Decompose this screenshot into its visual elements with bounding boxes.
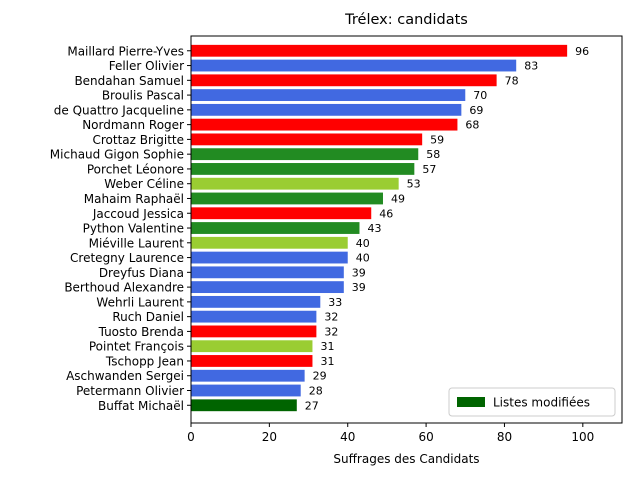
y-tick-label: Nordmann Roger xyxy=(82,118,184,132)
chart-title: Trélex: candidats xyxy=(344,12,468,28)
y-tick-label: Feller Olivier xyxy=(109,59,184,73)
x-tick-label: 0 xyxy=(187,430,195,444)
y-tick-label: Miéville Laurent xyxy=(89,236,185,250)
bar xyxy=(191,281,344,294)
y-tick-label: de Quattro Jacqueline xyxy=(54,103,184,117)
value-label: 59 xyxy=(430,133,444,146)
bar xyxy=(191,207,372,220)
legend-swatch xyxy=(457,397,485,407)
bar xyxy=(191,133,423,146)
y-tick-label: Wehrli Laurent xyxy=(96,295,184,309)
x-tick-label: 100 xyxy=(571,430,594,444)
axes-group: 0 20 40 60 80 100 xyxy=(187,35,623,444)
y-tick-label: Broulis Pascal xyxy=(102,89,184,103)
bar xyxy=(191,325,317,338)
x-tick-label: 40 xyxy=(340,430,355,444)
y-tick-label: Pointet François xyxy=(89,340,184,354)
bar xyxy=(191,369,305,382)
value-label: 33 xyxy=(328,296,342,309)
value-label: 27 xyxy=(305,399,319,412)
value-label: 58 xyxy=(426,148,440,161)
bar xyxy=(191,177,399,190)
value-label: 53 xyxy=(407,178,421,191)
bar xyxy=(191,251,348,264)
value-label: 78 xyxy=(505,74,519,87)
bar xyxy=(191,355,313,367)
value-label: 46 xyxy=(379,207,393,220)
legend-label: Listes modifiées xyxy=(493,396,590,410)
bar xyxy=(191,310,317,323)
value-label: 29 xyxy=(313,370,327,383)
y-tick-label: Crottaz Brigitte xyxy=(92,133,184,147)
value-label: 68 xyxy=(465,119,479,132)
bar xyxy=(191,148,419,161)
bar xyxy=(191,340,313,353)
y-tick-label: Mahaim Raphaël xyxy=(84,192,184,206)
y-tick-label: Tschopp Jean xyxy=(105,354,184,368)
value-label: 43 xyxy=(367,222,381,235)
value-label: 31 xyxy=(320,355,334,368)
y-tick-label: Aschwanden Sergei xyxy=(66,369,184,383)
value-label: 32 xyxy=(324,311,338,324)
y-tick-label: Porchet Léonore xyxy=(87,162,184,176)
x-tick-label: 60 xyxy=(418,430,433,444)
y-tick-label: Buffat Michaël xyxy=(98,399,184,413)
y-tick-label: Ruch Daniel xyxy=(112,310,184,324)
y-tick-label: Dreyfus Diana xyxy=(99,266,184,280)
x-axis-label: Suffrages des Candidats xyxy=(333,452,479,466)
legend-box xyxy=(448,387,616,417)
value-label: 39 xyxy=(352,281,366,294)
bar xyxy=(191,59,517,72)
bar xyxy=(191,163,415,175)
bar xyxy=(191,44,568,57)
value-label: 28 xyxy=(309,385,323,398)
y-tick-label: Weber Céline xyxy=(104,177,184,191)
y-tick-label: Berthoud Alexandre xyxy=(64,281,184,295)
y-tick-label: Maillard Pierre-Yves xyxy=(67,44,184,58)
value-label: 40 xyxy=(356,237,370,250)
bar xyxy=(191,74,497,87)
bar xyxy=(191,192,383,205)
bar xyxy=(191,118,458,131)
y-tick-label: Michaud Gigon Sophie xyxy=(50,148,184,162)
bar xyxy=(191,103,462,116)
value-label: 69 xyxy=(469,104,483,117)
legend: Listes modifiées xyxy=(448,387,616,417)
y-tick-label: Bendahan Samuel xyxy=(74,74,184,88)
y-tick-label: Jaccoud Jessica xyxy=(92,207,184,221)
value-label: 32 xyxy=(324,325,338,338)
y-tick-label: Tuosto Brenda xyxy=(98,325,184,339)
value-label: 57 xyxy=(422,163,436,176)
value-label: 70 xyxy=(473,89,487,102)
value-label: 40 xyxy=(356,252,370,265)
value-label: 31 xyxy=(320,340,334,353)
y-tick-label: Python Valentine xyxy=(83,222,184,236)
plot-frame xyxy=(190,35,623,424)
bar xyxy=(191,266,344,279)
value-label: 39 xyxy=(352,266,366,279)
bar xyxy=(191,236,348,249)
bar xyxy=(191,384,301,397)
x-tick-label: 20 xyxy=(262,430,277,444)
bars-group: Maillard Pierre-Yves 96 Feller Olivier 83 Be… xyxy=(50,44,589,413)
y-tick-label: Cretegny Laurence xyxy=(70,251,184,265)
value-label: 49 xyxy=(391,192,405,205)
bar xyxy=(191,222,360,234)
y-tick-label: Petermann Olivier xyxy=(76,384,184,398)
bar xyxy=(191,295,321,308)
value-label: 96 xyxy=(575,45,589,58)
bar xyxy=(191,89,466,101)
bar xyxy=(191,399,297,412)
x-tick-label: 80 xyxy=(497,430,512,444)
value-label: 83 xyxy=(524,60,538,73)
